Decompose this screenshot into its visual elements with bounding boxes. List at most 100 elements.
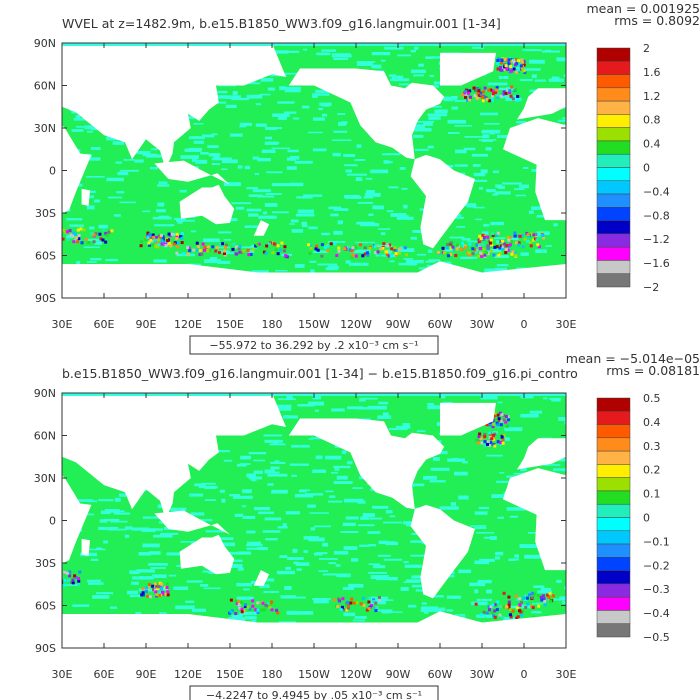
x-tick-label: 150E [216,318,244,331]
ocean-streak [474,511,488,515]
anomaly-cell [345,603,349,607]
anomaly-cell [520,234,524,238]
ocean-streak [103,540,109,544]
ocean-streak [458,569,472,574]
ocean-streak [494,556,501,560]
anomaly-cell [367,600,371,604]
ocean-streak [204,499,216,502]
ocean-streak [456,226,466,228]
anomaly-cell [530,232,534,236]
anomaly-cell [153,588,157,592]
ocean-streak [73,499,93,502]
ocean-streak [277,116,287,120]
anomaly-cell [238,606,242,610]
ocean-streak [429,74,435,77]
ocean-streak [86,261,97,263]
land-polygon [503,118,566,221]
ocean-streak [364,192,381,197]
ocean-streak [474,560,490,565]
ocean-streak [357,201,374,204]
anomaly-cell [465,251,469,255]
anomaly-cell [63,570,67,574]
ocean-streak [482,134,490,139]
anomaly-cell [265,244,269,248]
anomaly-cell [266,602,270,606]
anomaly-cell [488,423,492,427]
ocean-streak [86,205,95,210]
x-tick-label: 150E [216,668,244,681]
ocean-streak [106,136,118,141]
ocean-streak [360,397,378,400]
anomaly-cell [502,414,506,418]
ocean-streak [287,556,304,561]
ocean-streak [481,231,489,235]
ocean-streak [311,437,322,440]
ocean-streak [327,241,346,243]
ocean-streak [307,504,316,508]
ocean-streak [446,595,461,599]
ocean-streak [83,246,100,249]
ocean-streak [386,249,393,254]
anomaly-cell [521,609,525,613]
ocean-streak [236,596,254,600]
x-tick-label: 60E [94,668,115,681]
ocean-streak [219,489,225,493]
ocean-streak [410,236,417,240]
anomaly-cell [166,590,170,594]
ocean-streak [455,149,467,154]
anomaly-cell [48,573,51,576]
anomaly-cell [381,246,385,250]
ocean-streak [221,159,238,164]
ocean-streak [194,483,205,487]
anomaly-cell [522,63,526,67]
ocean-streak [478,506,490,510]
y-tick-label: 60S [35,250,56,263]
anomaly-cell [498,251,502,255]
anomaly-cell [275,608,279,612]
ocean-streak [242,489,252,494]
anomaly-cell [526,602,530,606]
anomaly-cell [140,593,144,597]
anomaly-cell [192,248,196,252]
anomaly-cell [352,601,356,605]
anomaly-cell [500,413,504,417]
colorbar-label: −0.1 [643,535,670,548]
land-polygon [62,475,92,564]
ocean-streak [142,543,160,548]
ocean-streak [232,615,238,619]
anomaly-cell [540,598,544,602]
ocean-streak [129,594,142,598]
ocean-streak [358,524,375,527]
ocean-streak [218,537,234,541]
ocean-streak [371,505,389,509]
anomaly-cell [264,604,268,608]
anomaly-cell [514,241,518,245]
ocean-streak [499,471,505,474]
anomaly-cell [504,420,508,424]
x-tick-label: 90E [136,318,157,331]
anomaly-cell [370,604,374,608]
ocean-streak [264,141,279,145]
ocean-streak [275,269,288,272]
anomaly-cell [155,243,159,247]
ocean-streak [240,455,252,460]
ocean-streak [509,515,518,518]
anomaly-cell [154,244,158,248]
anomaly-cell [500,58,504,62]
anomaly-cell [475,438,479,442]
anomaly-cell [498,418,502,422]
anomaly-cell [42,233,45,236]
anomaly-cell [269,602,273,606]
anomaly-cell [30,240,33,243]
ocean-streak [399,167,406,170]
anomaly-cell [320,243,324,247]
ocean-streak [383,521,403,524]
anomaly-cell [280,241,284,245]
ocean-streak [377,415,392,419]
anomaly-cell [238,244,242,248]
anomaly-cell [394,249,398,253]
anomaly-cell [483,443,487,447]
ocean-streak [565,218,566,222]
ocean-streak [451,106,459,110]
ocean-streak [355,177,363,182]
